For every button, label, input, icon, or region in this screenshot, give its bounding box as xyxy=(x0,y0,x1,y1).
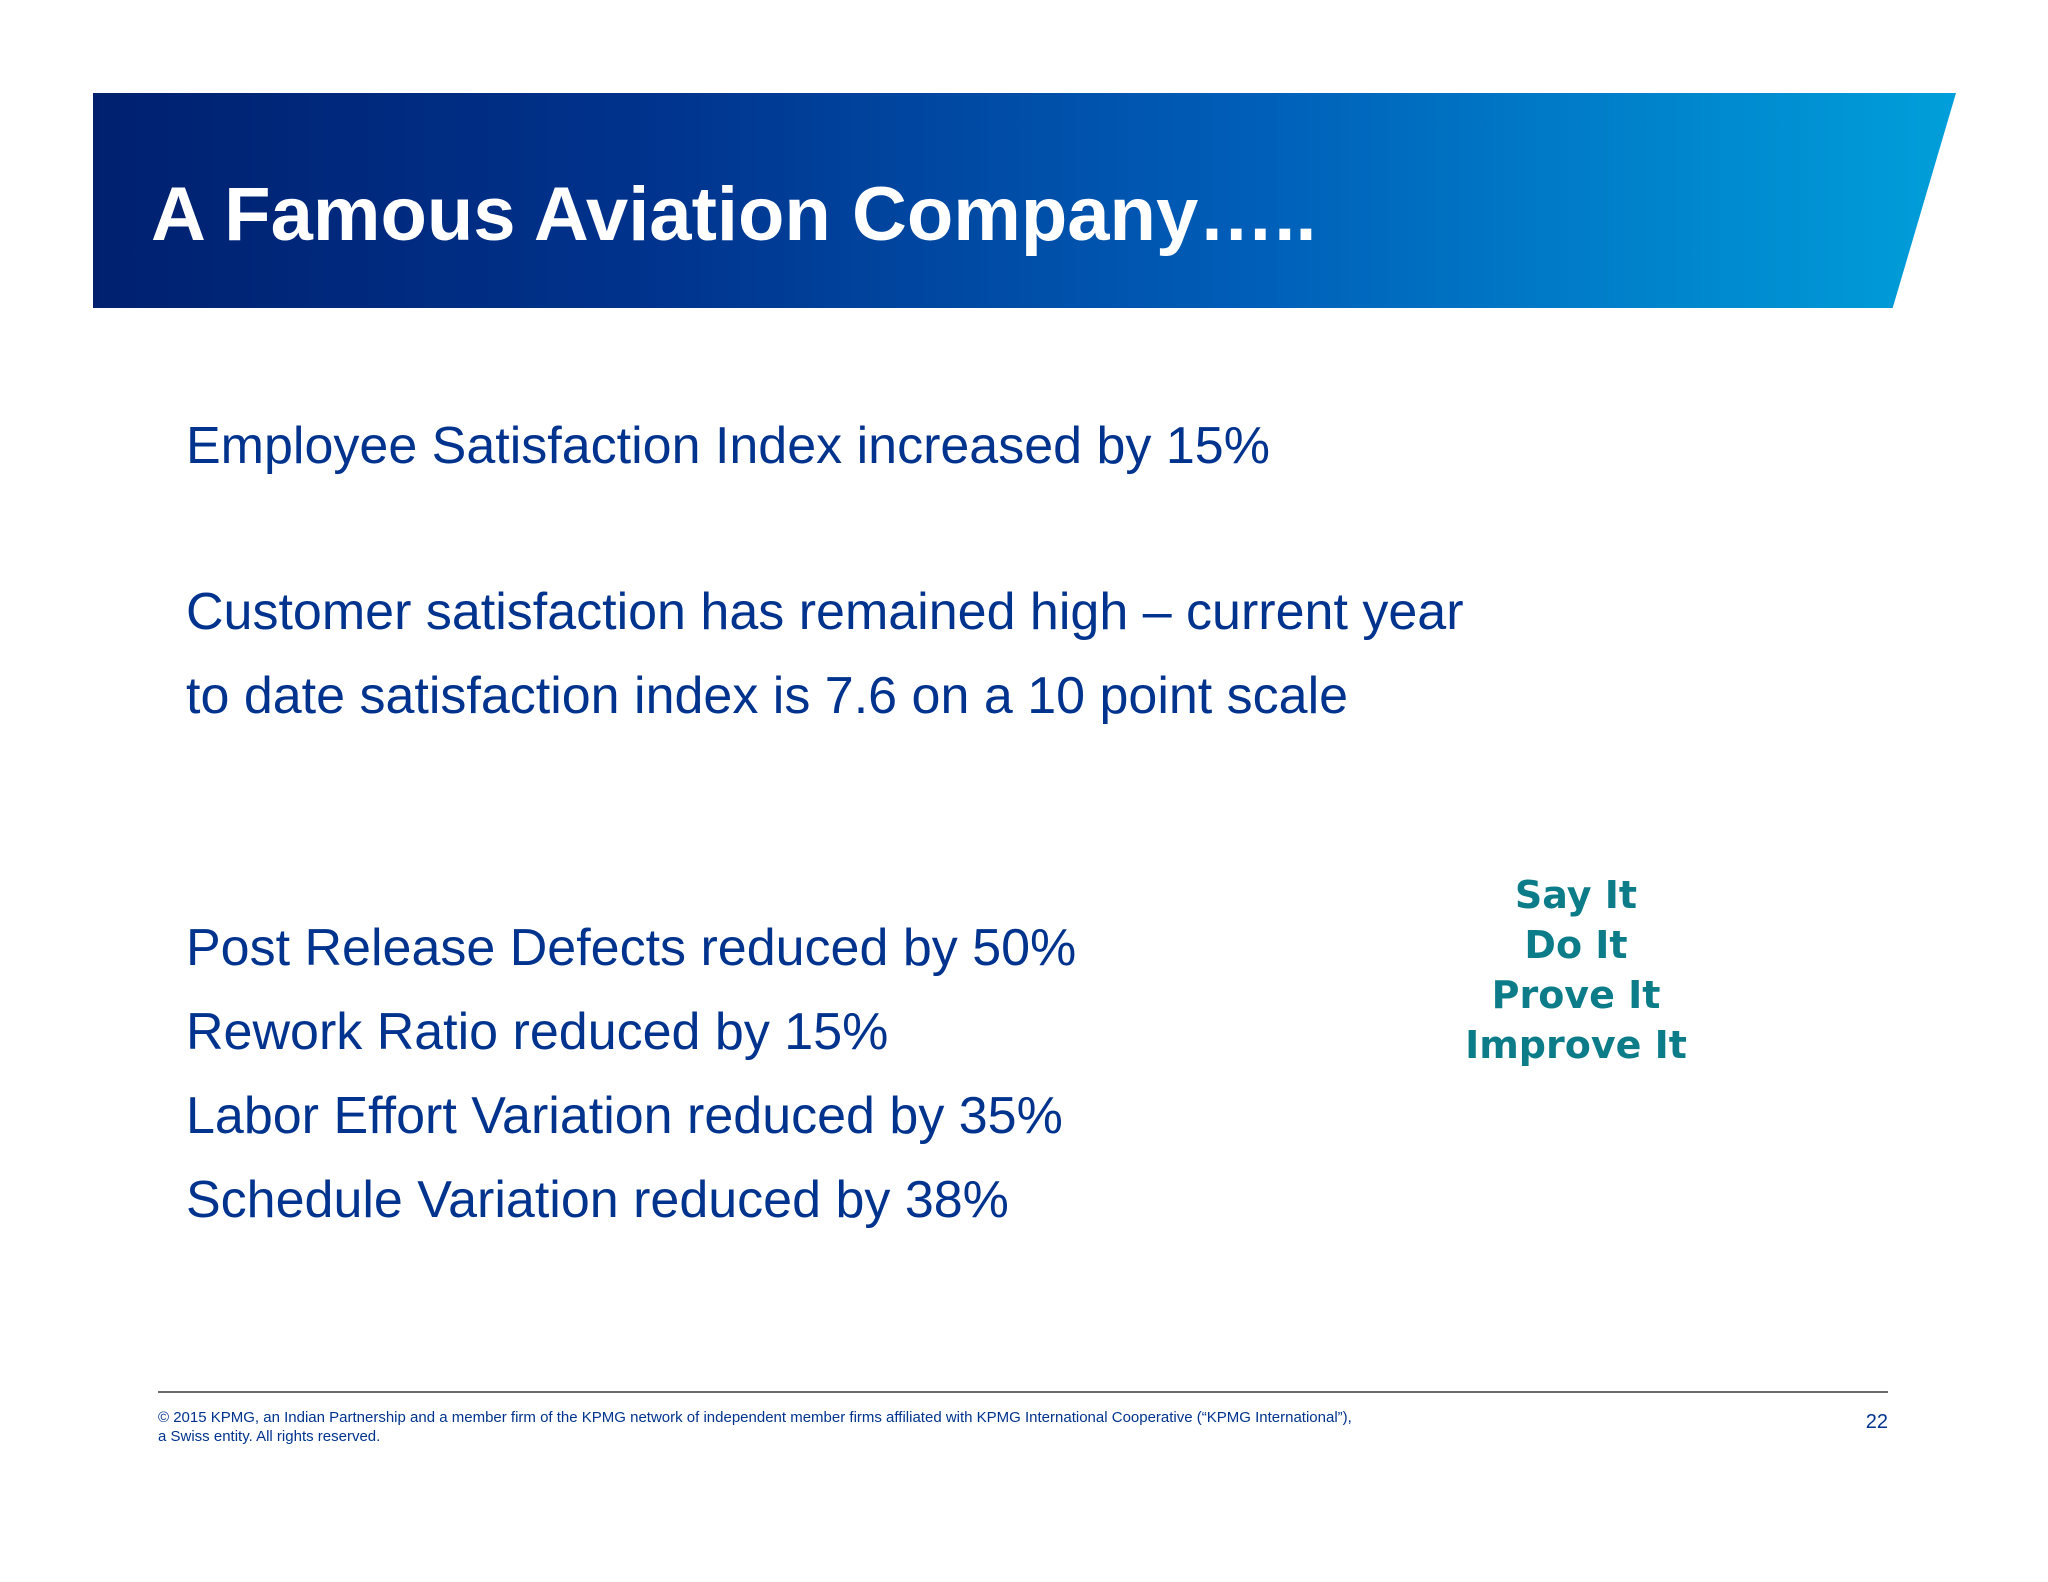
customer-satisfaction-line-2: to date satisfaction index is 7.6 on a 1… xyxy=(186,667,1349,725)
motto-do-it: Do It xyxy=(1524,923,1628,967)
slide-title: A Famous Aviation Company….. xyxy=(151,172,1317,257)
post-release-defects-metric: Post Release Defects reduced by 50% xyxy=(186,919,1077,977)
title-band xyxy=(93,93,1956,308)
rework-ratio-metric: Rework Ratio reduced by 15% xyxy=(186,1003,889,1061)
motto-block: Say It Do It Prove It Improve It xyxy=(1426,870,1726,1070)
footer-divider xyxy=(158,1391,1888,1393)
labor-effort-variation-metric: Labor Effort Variation reduced by 35% xyxy=(186,1087,1063,1145)
footer-copyright: © 2015 KPMG, an Indian Partnership and a… xyxy=(158,1409,1352,1445)
page-number: 22 xyxy=(1865,1411,1888,1433)
motto-prove-it: Prove It xyxy=(1491,973,1661,1017)
customer-satisfaction-line-1: Customer satisfaction has remained high … xyxy=(186,583,1464,641)
motto-say-it: Say It xyxy=(1514,873,1638,917)
motto-improve-it: Improve It xyxy=(1465,1023,1687,1067)
schedule-variation-metric: Schedule Variation reduced by 38% xyxy=(186,1171,1009,1229)
employee-satisfaction-metric: Employee Satisfaction Index increased by… xyxy=(186,417,1270,475)
